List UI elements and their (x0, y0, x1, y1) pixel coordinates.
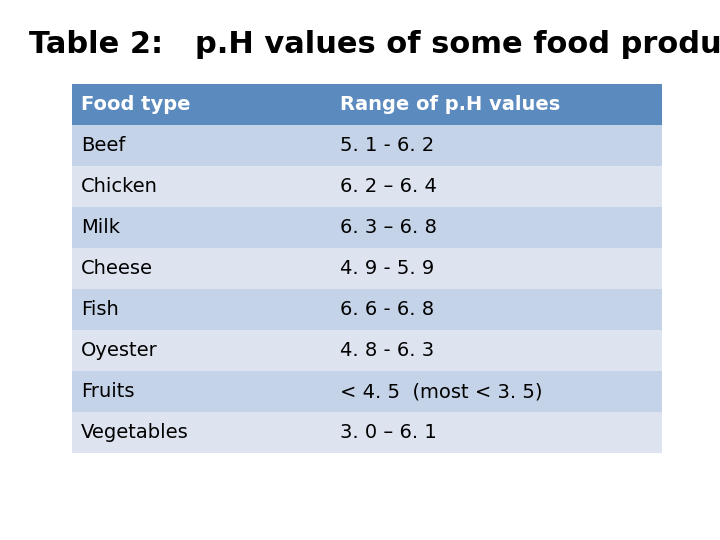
Text: Beef: Beef (81, 136, 125, 155)
Text: 4. 8 - 6. 3: 4. 8 - 6. 3 (341, 341, 435, 360)
Text: 5. 1 - 6. 2: 5. 1 - 6. 2 (341, 136, 435, 155)
Text: 4. 9 - 5. 9: 4. 9 - 5. 9 (341, 259, 435, 278)
Text: Fruits: Fruits (81, 382, 134, 401)
Text: Food type: Food type (81, 94, 190, 114)
Text: 6. 2 – 6. 4: 6. 2 – 6. 4 (341, 177, 437, 196)
Text: 6. 6 - 6. 8: 6. 6 - 6. 8 (341, 300, 435, 319)
Text: 6. 3 – 6. 8: 6. 3 – 6. 8 (341, 218, 437, 237)
Text: Chicken: Chicken (81, 177, 158, 196)
Text: Oyester: Oyester (81, 341, 158, 360)
Text: 3. 0 – 6. 1: 3. 0 – 6. 1 (341, 423, 437, 442)
Text: Fish: Fish (81, 300, 118, 319)
Text: Range of p.H values: Range of p.H values (341, 94, 561, 114)
Text: Vegetables: Vegetables (81, 423, 189, 442)
Text: Milk: Milk (81, 218, 120, 237)
Text: Cheese: Cheese (81, 259, 153, 278)
Text: < 4. 5  (most < 3. 5): < 4. 5 (most < 3. 5) (341, 382, 543, 401)
Text: Table 2:   p.H values of some food products: Table 2: p.H values of some food product… (29, 30, 720, 59)
